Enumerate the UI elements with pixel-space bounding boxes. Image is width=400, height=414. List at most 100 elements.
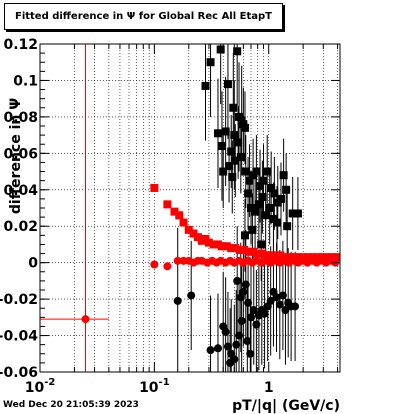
circle-marker	[213, 344, 222, 353]
circle-marker	[237, 316, 246, 325]
square-marker	[179, 218, 188, 227]
square-marker	[217, 242, 226, 251]
data-point	[240, 245, 249, 254]
square-marker	[267, 251, 276, 260]
square-marker	[217, 142, 226, 151]
square-marker	[258, 249, 267, 258]
y-tick-label: 0.1	[13, 73, 38, 89]
square-marker	[272, 218, 281, 227]
data-point	[204, 238, 213, 247]
data-point	[249, 255, 258, 365]
data-point	[251, 175, 260, 249]
square-marker	[228, 173, 237, 182]
data-point	[271, 251, 280, 260]
y-tick-label: 0	[28, 256, 38, 272]
data-point	[288, 177, 297, 250]
data-point	[170, 207, 179, 216]
square-marker	[175, 211, 184, 220]
circle-marker	[272, 293, 281, 302]
data-point	[222, 242, 231, 251]
data-point	[246, 299, 255, 372]
data-point	[260, 259, 269, 369]
y-tick-label: 0.08	[3, 110, 38, 126]
data-point	[332, 253, 341, 262]
data-point	[225, 129, 234, 203]
square-marker	[263, 167, 272, 176]
data-point	[175, 211, 184, 220]
square-marker	[240, 245, 249, 254]
square-marker	[219, 167, 228, 176]
square-marker	[313, 253, 322, 262]
square-marker	[245, 176, 254, 185]
data-point	[213, 293, 222, 372]
data-point	[240, 91, 249, 165]
circle-marker	[260, 309, 269, 318]
square-marker	[163, 200, 172, 209]
data-point	[313, 253, 322, 262]
data-point	[226, 308, 235, 372]
data-point	[219, 135, 228, 208]
square-marker	[283, 222, 292, 231]
data-point	[234, 105, 243, 179]
square-marker	[227, 244, 236, 253]
data-point	[227, 244, 236, 253]
title-box: Fitted difference in Ψ for Global Rec Al…	[4, 3, 283, 30]
square-marker	[294, 253, 303, 262]
data-point	[258, 160, 267, 234]
data-point	[231, 124, 240, 198]
square-marker	[216, 45, 225, 54]
square-marker	[235, 245, 244, 254]
square-marker	[247, 204, 256, 212]
circle-marker	[278, 291, 287, 300]
square-marker	[241, 167, 250, 176]
data-point	[231, 244, 240, 253]
data-point	[293, 177, 302, 250]
square-marker	[253, 249, 262, 258]
square-marker	[150, 183, 159, 192]
circle-marker	[232, 340, 241, 349]
circle-marker	[247, 313, 256, 322]
square-marker	[227, 147, 236, 156]
data-point	[229, 53, 238, 163]
data-point	[262, 251, 271, 260]
square-marker	[276, 251, 285, 260]
data-point	[267, 151, 276, 225]
data-point	[283, 189, 292, 263]
square-marker	[222, 242, 231, 251]
square-marker	[236, 152, 245, 161]
square-marker	[201, 81, 210, 90]
circle-marker	[226, 358, 235, 367]
square-marker	[240, 123, 249, 132]
data-point	[228, 140, 237, 214]
data-point	[223, 44, 232, 139]
circle-marker	[281, 306, 290, 315]
circle-marker	[150, 260, 159, 269]
square-marker	[231, 244, 240, 253]
square-marker	[252, 167, 261, 176]
square-marker	[221, 127, 230, 136]
data-point	[322, 253, 331, 262]
data-point	[258, 249, 267, 258]
x-tick-label: 10-1	[139, 377, 170, 396]
circle-marker	[173, 296, 182, 305]
data-point	[232, 290, 241, 372]
data-point	[249, 247, 258, 256]
square-marker	[261, 211, 270, 220]
y-tick-label: -0.02	[0, 292, 38, 308]
data-point	[189, 229, 198, 238]
data-point	[163, 262, 172, 271]
y-tick-label: 0.04	[3, 183, 38, 199]
square-marker	[265, 204, 274, 212]
data-point	[254, 167, 263, 241]
circle-marker	[233, 276, 242, 285]
data-point	[150, 260, 159, 269]
square-marker	[257, 240, 266, 249]
data-point	[281, 255, 290, 365]
data-point	[294, 253, 303, 262]
circle-marker	[291, 302, 300, 311]
square-marker	[184, 225, 193, 234]
circle-marker	[206, 346, 215, 355]
square-marker	[204, 238, 213, 247]
square-marker	[267, 183, 276, 192]
square-marker	[271, 251, 280, 260]
